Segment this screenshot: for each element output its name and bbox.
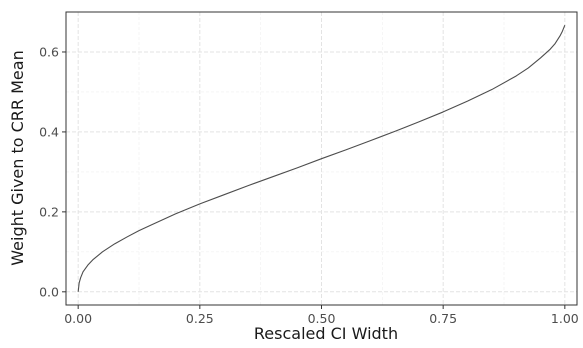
series-line — [77, 24, 566, 292]
x-tick-label: 1.00 — [551, 311, 579, 326]
y-tick-label: 0.4 — [39, 124, 59, 139]
y-tick-label: 0.2 — [39, 204, 59, 219]
y-tick-label: 0.0 — [39, 284, 59, 299]
x-tick-label: 0.00 — [64, 311, 92, 326]
y-axis-ticks: 0.0 0.2 0.4 0.6 — [39, 44, 66, 299]
grid-major — [66, 12, 577, 305]
grid-minor — [66, 12, 577, 305]
y-axis-title: Weight Given to CRR Mean — [8, 50, 27, 265]
x-axis-title: Rescaled CI Width — [254, 324, 398, 343]
y-tick-label: 0.6 — [39, 44, 59, 59]
x-tick-label: 0.25 — [186, 311, 214, 326]
x-tick-label: 0.50 — [308, 311, 336, 326]
x-tick-label: 0.75 — [429, 311, 457, 326]
series-layer — [77, 24, 566, 292]
x-axis-ticks: 0.00 0.25 0.50 0.75 1.00 — [64, 305, 579, 326]
